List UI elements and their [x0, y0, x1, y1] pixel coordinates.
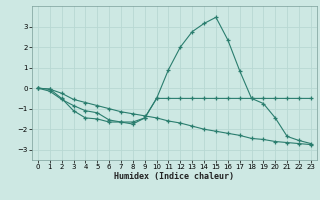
X-axis label: Humidex (Indice chaleur): Humidex (Indice chaleur): [115, 172, 234, 181]
